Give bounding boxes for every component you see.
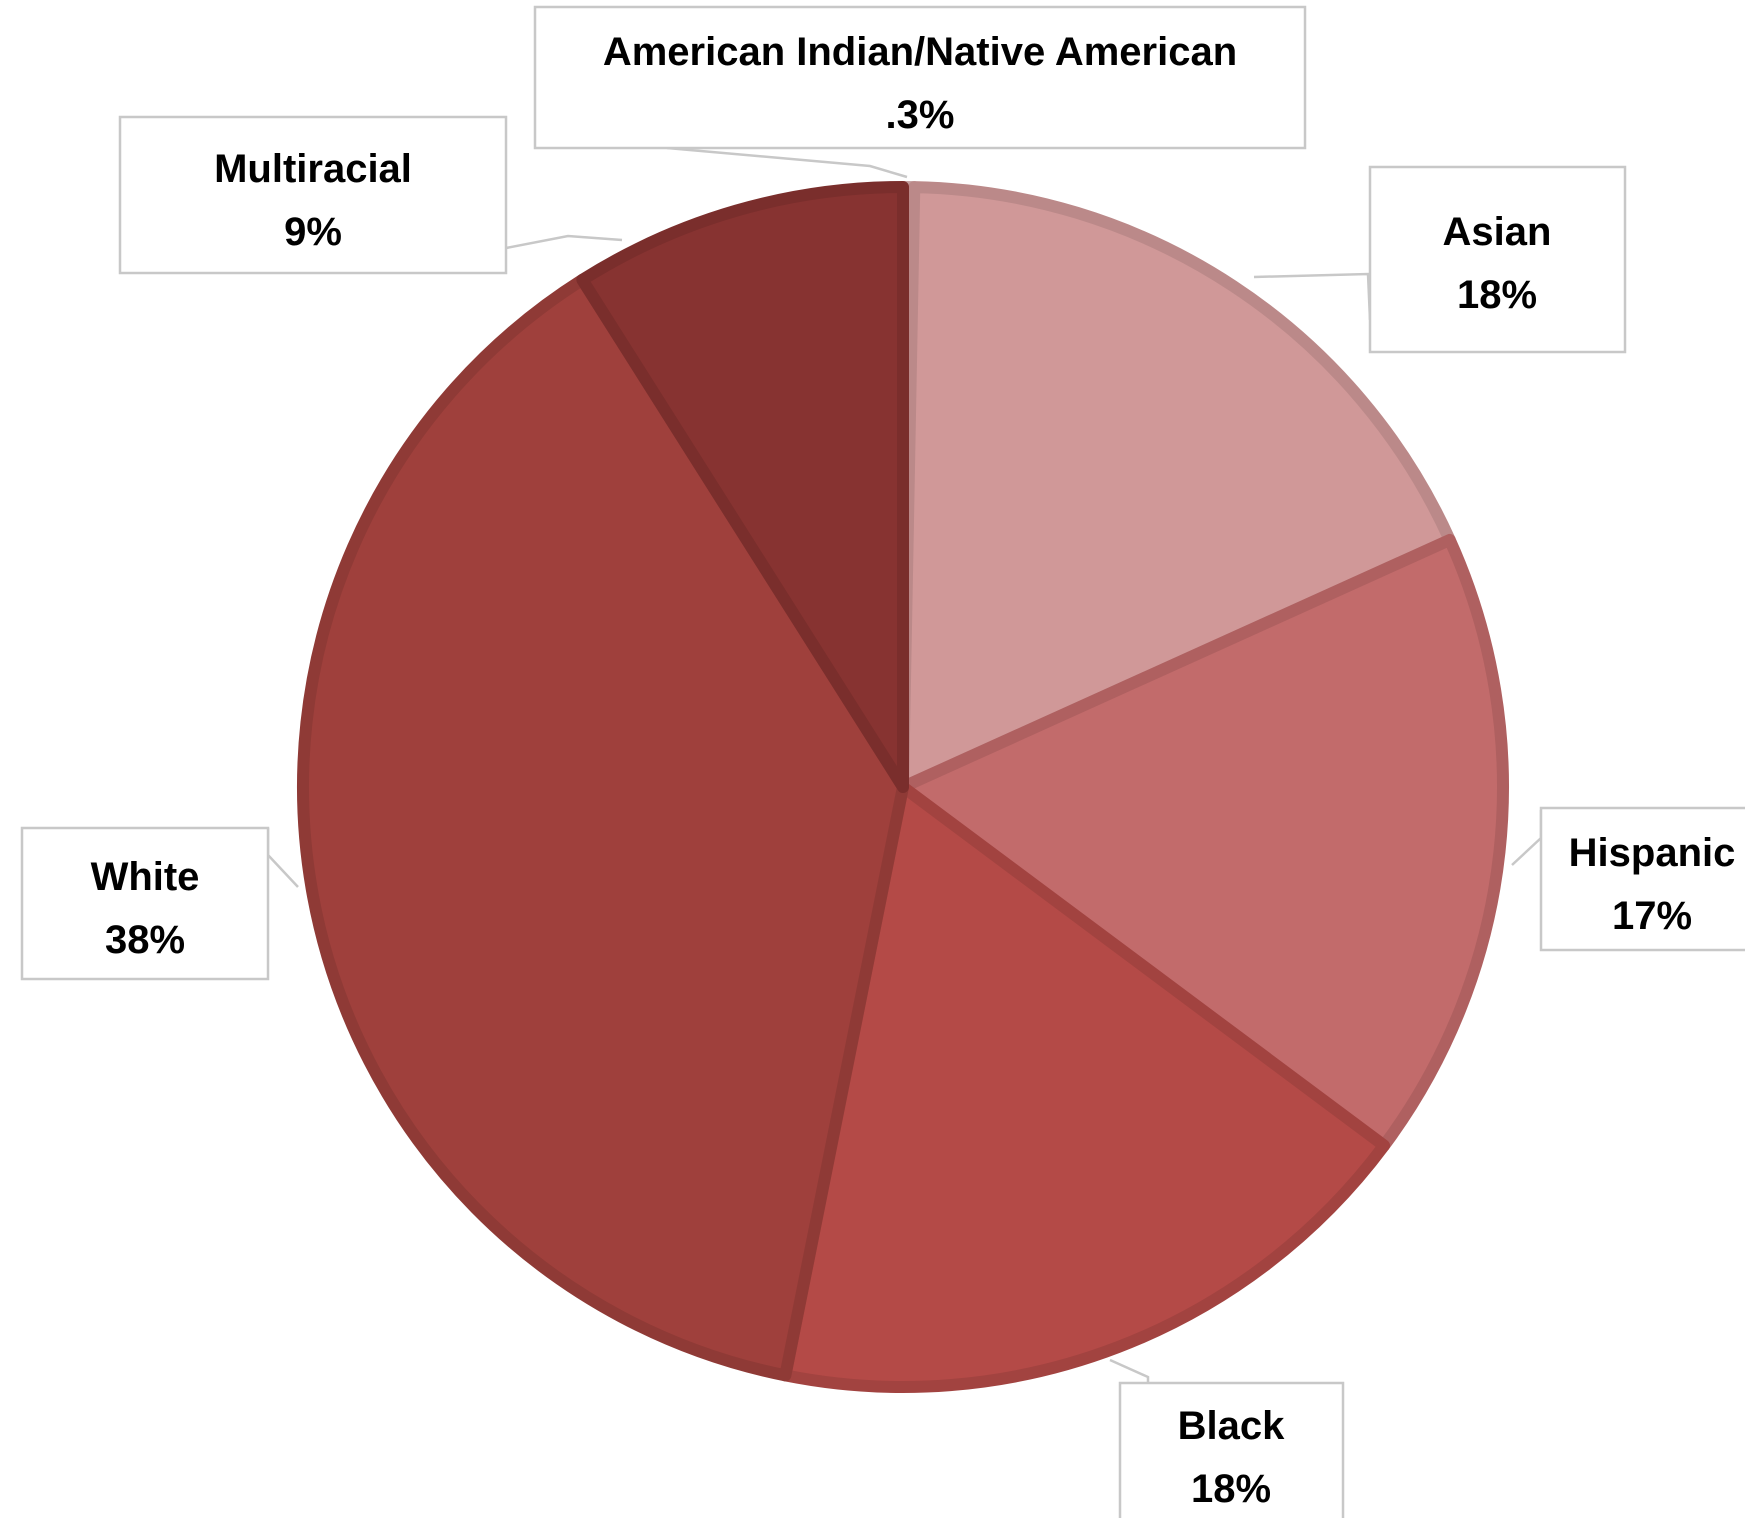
svg-text:Black: Black <box>1178 1404 1285 1448</box>
value-label-asian: 18% <box>1457 273 1537 317</box>
leader-line-white <box>266 828 299 888</box>
pie-slice-hispanic <box>897 533 1509 1152</box>
svg-text:White: White <box>91 855 200 899</box>
callout-asian: Asian 18% <box>1253 165 1627 354</box>
pie-slice-black <box>779 781 1391 1394</box>
value-label-multiracial: 9% <box>284 210 342 254</box>
svg-text:Asian: Asian <box>1443 210 1552 254</box>
svg-text:18%: 18% <box>1191 1467 1271 1511</box>
pie-slices <box>297 181 1509 1394</box>
label-white: White <box>91 855 200 899</box>
callout-black: Black 18% <box>1109 1358 1345 1518</box>
leader-line-multiracial <box>505 234 623 250</box>
label-asian: Asian <box>1443 210 1552 254</box>
svg-text:38%: 38% <box>105 918 185 962</box>
label-american-indian: American Indian/Native American <box>603 30 1237 74</box>
value-label-black: 18% <box>1191 1467 1271 1511</box>
value-label-hispanic: 17% <box>1612 894 1692 938</box>
pie-slice-asian <box>897 181 1456 793</box>
value-label-white: 38% <box>105 918 185 962</box>
label-black: Black <box>1178 1404 1285 1448</box>
callout-multiracial: Multiracial 9% <box>118 115 623 275</box>
leader-line-american-indian <box>666 146 908 179</box>
pie-slice-multiracial <box>576 181 909 793</box>
value-label-american-indian: .3% <box>886 93 955 137</box>
callout-white: White 38% <box>20 826 299 981</box>
leader-line-black <box>1109 1358 1150 1383</box>
svg-text:Multiracial: Multiracial <box>214 147 412 191</box>
callout-american-indian: American Indian/Native American .3% <box>533 5 1307 179</box>
svg-text:.3%: .3% <box>886 93 955 137</box>
svg-text:9%: 9% <box>284 210 342 254</box>
svg-text:18%: 18% <box>1457 273 1537 317</box>
callout-hispanic: Hispanic 17% <box>1511 806 1745 952</box>
svg-text:American Indian/Native America: American Indian/Native American <box>603 30 1237 74</box>
svg-text:17%: 17% <box>1612 894 1692 938</box>
label-multiracial: Multiracial <box>214 147 412 191</box>
label-hispanic: Hispanic <box>1569 831 1736 875</box>
leader-line-hispanic <box>1511 810 1543 866</box>
svg-text:Hispanic: Hispanic <box>1569 831 1736 875</box>
